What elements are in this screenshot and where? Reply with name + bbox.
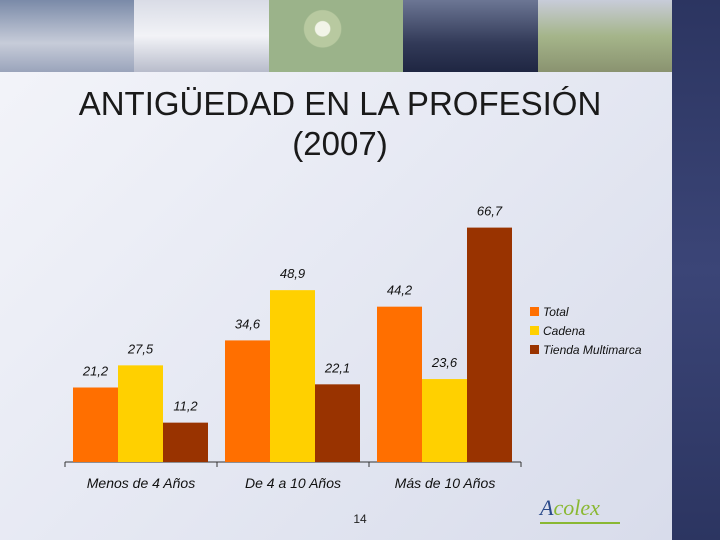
data-label-total: 21,2: [82, 363, 109, 378]
x-tick-label: De 4 a 10 Años: [245, 475, 341, 491]
header-photo-2: [134, 0, 269, 72]
x-tick-label: Menos de 4 Años: [87, 475, 195, 491]
header-photo-3: [268, 0, 404, 72]
acotex-logo: Acolex: [540, 496, 630, 532]
bar-cadena: [118, 365, 163, 462]
bar-total: [225, 340, 270, 462]
slide-title-line-2: (2007): [292, 125, 388, 162]
legend-label-tienda: Tienda Multimarca: [543, 342, 642, 357]
data-label-tienda: 22,1: [324, 360, 350, 375]
data-label-tienda: 66,7: [477, 204, 503, 219]
legend-swatch-cadena: [530, 326, 539, 335]
bar-tienda: [163, 422, 208, 462]
data-label-total: 34,6: [235, 316, 261, 331]
bar-cadena: [422, 379, 467, 462]
bar-tienda: [315, 384, 360, 462]
header-photo-4: [403, 0, 538, 72]
page-number: 14: [353, 512, 367, 526]
side-decoration-bar: [672, 0, 720, 540]
legend-label-cadena: Cadena: [543, 323, 586, 338]
legend-label-total: Total: [543, 304, 569, 319]
logo-underline: [540, 522, 620, 524]
header-photo-1: [0, 0, 135, 72]
data-label-cadena: 23,6: [431, 355, 458, 370]
data-label-tienda: 11,2: [173, 399, 198, 414]
data-label-cadena: 48,9: [280, 266, 305, 281]
legend-swatch-tienda: [530, 345, 539, 354]
data-label-total: 44,2: [387, 283, 413, 298]
bar-total: [73, 387, 118, 462]
legend-item-total: Total: [530, 302, 642, 321]
header-photo-strip: [0, 0, 673, 72]
bar-total: [377, 306, 422, 462]
legend-item-cadena: Cadena: [530, 321, 642, 340]
bar-cadena: [270, 290, 315, 462]
bar-tienda: [467, 227, 512, 462]
slide-title: ANTIGÜEDAD EN LA PROFESIÓN (2007): [40, 84, 640, 164]
chart-legend: Total Cadena Tienda Multimarca: [530, 302, 642, 359]
legend-swatch-total: [530, 307, 539, 316]
legend-item-tienda: Tienda Multimarca: [530, 340, 642, 359]
header-photo-5: [537, 0, 673, 72]
data-label-cadena: 27,5: [127, 341, 154, 356]
logo-wordmark: Acolex: [540, 495, 600, 520]
slide-title-line-1: ANTIGÜEDAD EN LA PROFESIÓN: [78, 85, 602, 122]
x-tick-label: Más de 10 Años: [395, 475, 496, 491]
